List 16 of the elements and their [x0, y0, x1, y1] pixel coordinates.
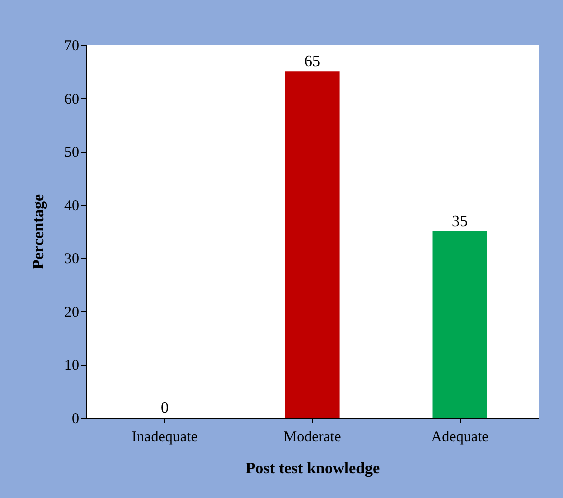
y-tick-label: 10	[64, 358, 80, 374]
y-axis-title: Percentage	[30, 194, 48, 270]
data-label: 65	[304, 54, 320, 71]
y-tick-label: 0	[72, 412, 80, 428]
y-tick-label: 30	[64, 252, 80, 268]
y-tick-label: 40	[64, 198, 80, 214]
x-axis-title: Post test knowledge	[246, 460, 380, 478]
x-tick-label: Moderate	[284, 430, 342, 446]
x-tick-label: Inadequate	[132, 430, 198, 446]
y-tick-label: 20	[64, 304, 80, 321]
x-tick-label: Adequate	[431, 430, 490, 446]
y-tick-label: 50	[64, 145, 80, 162]
y-tick-label: 70	[64, 38, 80, 54]
y-tick-label: 60	[64, 92, 80, 108]
data-label: 0	[160, 400, 169, 417]
data-label: 35	[452, 214, 468, 230]
